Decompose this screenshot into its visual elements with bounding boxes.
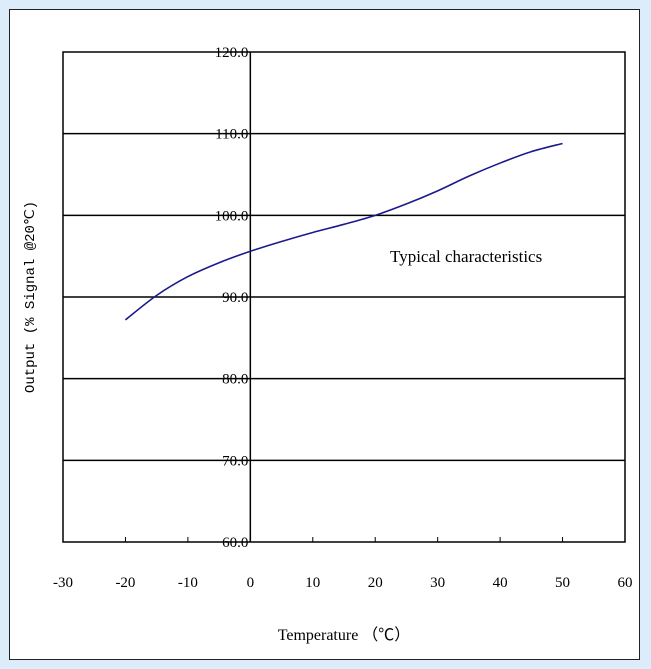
x-tick-marks bbox=[62, 537, 626, 542]
annotation-label: Typical characteristics bbox=[390, 247, 542, 266]
x-tick-label: -10 bbox=[178, 575, 198, 591]
y-tick-labels: 60.0 70.0 80.0 90.0 100.0 110.0 120.0 bbox=[215, 45, 249, 551]
x-tick-label: 30 bbox=[430, 575, 445, 591]
y-axis-title: Output (% Signal @20℃) bbox=[23, 201, 39, 393]
temperature-output-chart: 60.0 70.0 80.0 90.0 100.0 110.0 120.0 -30 -20 -1… bbox=[23, 45, 633, 644]
y-tick-label: 110.0 bbox=[215, 127, 248, 143]
y-tick-label: 100.0 bbox=[215, 208, 249, 224]
x-tick-label: 20 bbox=[368, 575, 383, 591]
y-tick-label: 90.0 bbox=[222, 290, 248, 306]
x-tick-label: 50 bbox=[555, 575, 570, 591]
x-tick-label: 0 bbox=[247, 575, 255, 591]
y-tick-label: 80.0 bbox=[222, 372, 248, 388]
y-tick-label: 60.0 bbox=[222, 535, 248, 551]
series-line bbox=[124, 142, 563, 321]
x-axis-title: Temperature （℃） bbox=[278, 626, 411, 644]
y-tick-label: 120.0 bbox=[215, 45, 249, 61]
x-tick-label: -30 bbox=[53, 575, 73, 591]
y-tick-label: 70.0 bbox=[222, 453, 248, 469]
x-tick-label: 10 bbox=[305, 575, 320, 591]
x-tick-label: 60 bbox=[618, 575, 633, 591]
x-tick-label: -20 bbox=[115, 575, 135, 591]
chart-frame: 60.0 70.0 80.0 90.0 100.0 110.0 120.0 -30 -20 -1… bbox=[9, 9, 640, 660]
x-tick-labels: -30 -20 -10 0 10 20 30 40 50 60 bbox=[53, 575, 633, 591]
horizontal-gridlines bbox=[63, 132, 625, 462]
x-tick-label: 40 bbox=[493, 575, 508, 591]
